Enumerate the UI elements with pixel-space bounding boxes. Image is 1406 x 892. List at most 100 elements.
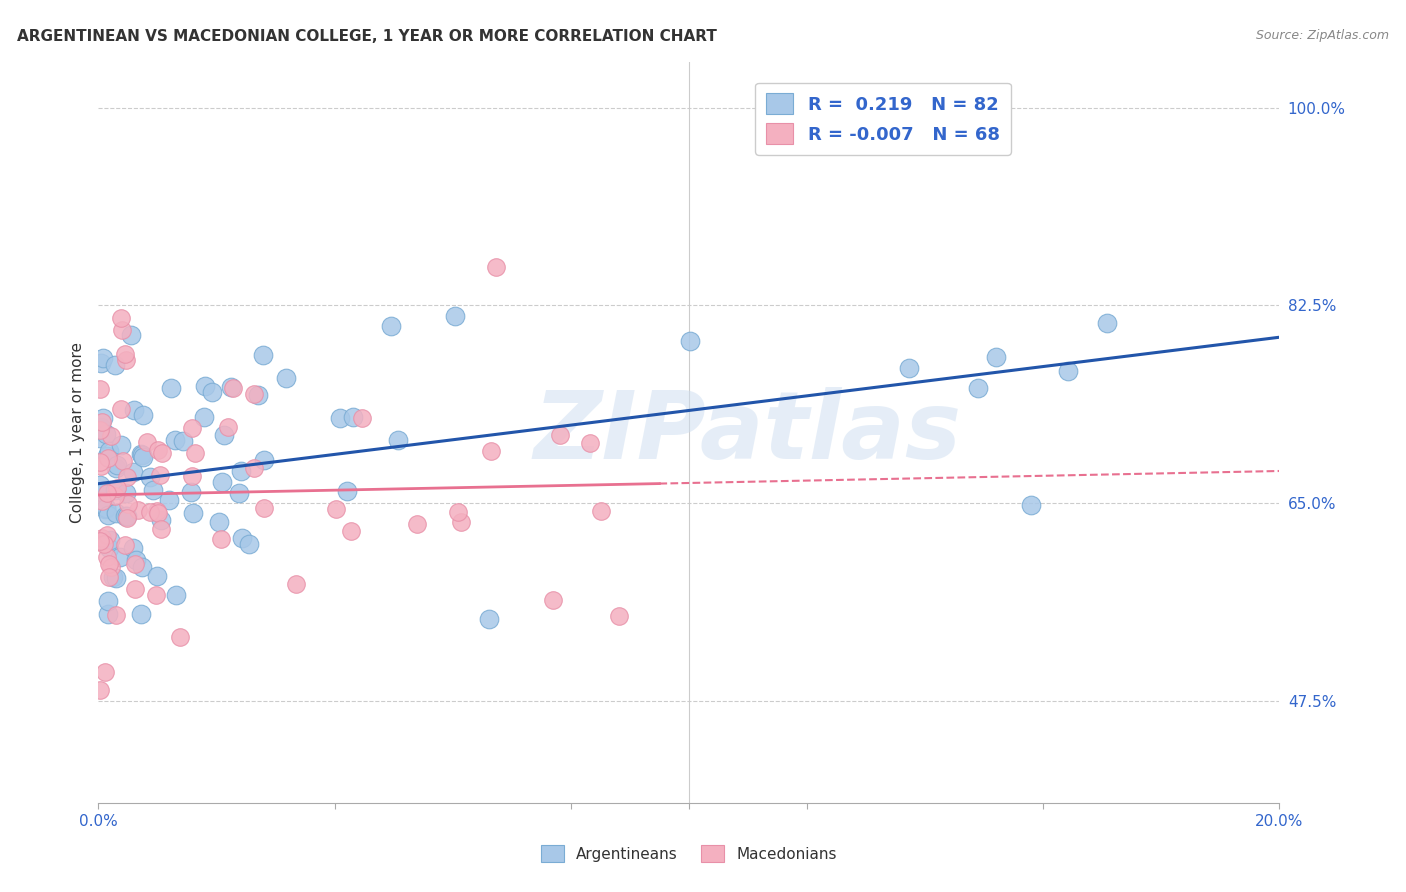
Point	[149, 513, 172, 527]
Point	[447, 505, 470, 519]
Point	[274, 371, 297, 385]
Point	[89, 478, 111, 492]
Point	[243, 387, 266, 401]
Point	[149, 468, 172, 483]
Point	[897, 360, 920, 375]
Point	[98, 533, 121, 548]
Point	[172, 434, 194, 448]
Point	[284, 577, 307, 591]
Point	[97, 443, 120, 458]
Point	[150, 446, 173, 460]
Point	[124, 582, 146, 597]
Point	[406, 516, 429, 531]
Point	[146, 504, 169, 518]
Point	[212, 428, 235, 442]
Point	[485, 260, 508, 275]
Point	[114, 347, 136, 361]
Point	[100, 560, 122, 574]
Point	[124, 558, 146, 572]
Point	[91, 411, 114, 425]
Point	[148, 507, 170, 521]
Point	[591, 504, 613, 518]
Point	[166, 588, 188, 602]
Point	[111, 453, 134, 467]
Point	[1021, 498, 1043, 512]
Text: Source: ZipAtlas.com: Source: ZipAtlas.com	[1256, 29, 1389, 42]
Point	[97, 557, 120, 571]
Point	[110, 437, 132, 451]
Point	[209, 532, 232, 546]
Point	[89, 455, 111, 469]
Point	[91, 494, 114, 508]
Point	[157, 493, 180, 508]
Point	[131, 409, 153, 423]
Point	[181, 421, 204, 435]
Point	[131, 448, 153, 462]
Point	[94, 427, 117, 442]
Point	[131, 607, 153, 621]
Point	[252, 348, 274, 362]
Point	[93, 537, 115, 551]
Point	[340, 524, 363, 538]
Point	[183, 506, 205, 520]
Point	[97, 593, 120, 607]
Point	[1097, 316, 1119, 330]
Point	[242, 461, 264, 475]
Point	[105, 607, 128, 622]
Point	[96, 501, 118, 516]
Point	[104, 570, 127, 584]
Point	[217, 420, 239, 434]
Point	[193, 409, 215, 424]
Text: ZIPatlas: ZIPatlas	[534, 386, 962, 479]
Point	[229, 464, 252, 478]
Point	[115, 469, 138, 483]
Point	[211, 475, 233, 490]
Point	[336, 484, 359, 499]
Point	[222, 381, 245, 395]
Point	[169, 630, 191, 644]
Y-axis label: College, 1 year or more: College, 1 year or more	[69, 343, 84, 523]
Point	[91, 351, 114, 366]
Point	[181, 469, 204, 483]
Point	[165, 434, 187, 448]
Point	[90, 458, 112, 473]
Legend: Argentineans, Macedonians: Argentineans, Macedonians	[541, 845, 837, 862]
Point	[93, 501, 115, 516]
Point	[96, 486, 118, 500]
Point	[120, 327, 142, 342]
Point	[111, 323, 134, 337]
Point	[253, 501, 276, 516]
Point	[146, 443, 169, 458]
Point	[541, 592, 564, 607]
Point	[114, 486, 136, 500]
Point	[142, 483, 165, 498]
Point	[97, 508, 120, 522]
Point	[679, 334, 702, 348]
Point	[104, 483, 127, 497]
Point	[136, 435, 159, 450]
Point	[98, 570, 121, 584]
Point	[387, 434, 409, 448]
Point	[228, 485, 250, 500]
Point	[579, 435, 602, 450]
Point	[117, 496, 139, 510]
Point	[110, 402, 132, 417]
Point	[96, 449, 118, 463]
Point	[89, 431, 111, 445]
Point	[329, 411, 352, 425]
Point	[129, 447, 152, 461]
Point	[114, 538, 136, 552]
Point	[89, 683, 111, 698]
Point	[105, 458, 128, 472]
Point	[967, 380, 990, 394]
Point	[253, 452, 276, 467]
Point	[100, 429, 122, 443]
Point	[115, 510, 138, 524]
Point	[478, 612, 501, 626]
Point	[607, 608, 630, 623]
Point	[139, 505, 162, 519]
Point	[184, 446, 207, 460]
Point	[121, 465, 143, 479]
Point	[104, 359, 127, 373]
Point	[110, 311, 132, 326]
